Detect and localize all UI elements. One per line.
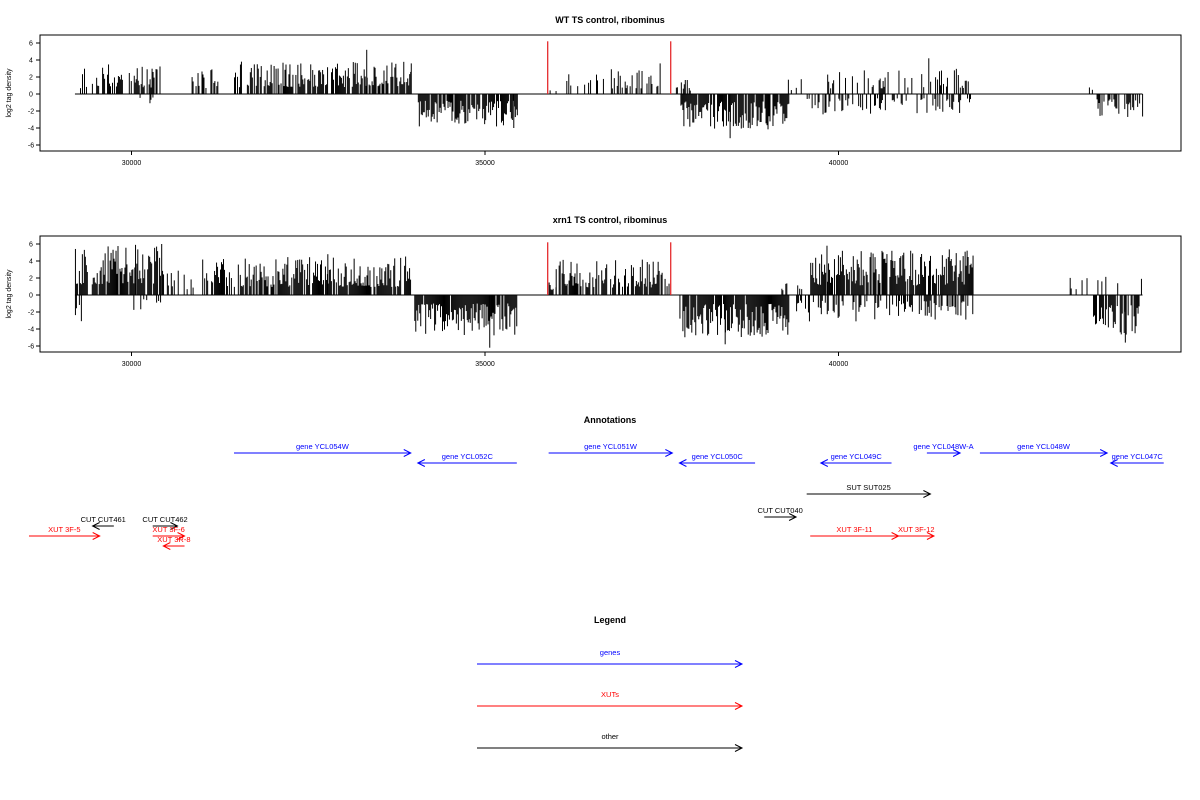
feature-arrow-head	[923, 490, 932, 498]
xrn1-plot-frame	[39, 235, 1182, 353]
xrn1-density-panel: xrn1 TS control, ribominus log2 tag dens…	[6, 215, 1182, 369]
legend-label: genes	[600, 648, 621, 657]
y-tick-label: -4	[28, 126, 34, 133]
x-tick-label: 35000	[475, 361, 495, 368]
x-tick-label: 30000	[122, 361, 142, 368]
annotation-feature: gene YCL051W	[548, 442, 674, 457]
feature-arrow-head	[952, 449, 962, 457]
xrn1-axis-ticks: -6 -4 -2 0 2 4 6 30000 35000 40000	[28, 242, 848, 369]
wt-density-bars	[74, 41, 1144, 139]
legend-items: genes XUTs other	[477, 648, 744, 752]
y-tick-label: 6	[29, 41, 33, 48]
feature-label: CUT CUT040	[758, 506, 803, 515]
y-tick-label: 0	[29, 293, 33, 300]
legend-item: XUTs	[477, 690, 744, 710]
feature-label: gene YCL047C	[1112, 452, 1164, 461]
feature-arrow-head	[1109, 459, 1118, 467]
feature-label: XUT 3F-6	[152, 525, 184, 534]
feature-label: gene YCL051W	[584, 442, 638, 451]
annotation-feature: CUT CUT462	[142, 515, 188, 530]
annotation-feature: gene YCL050C	[678, 452, 756, 467]
feature-label: XUT 3R-8	[157, 535, 190, 544]
feature-label: gene YCL054W	[296, 442, 350, 451]
feature-label: CUT CUT462	[142, 515, 187, 524]
legend-item: other	[477, 732, 744, 752]
legend-arrow-head	[734, 702, 744, 710]
feature-label: gene YCL049C	[831, 452, 883, 461]
wt-plot-frame	[39, 34, 1182, 152]
legend-arrow-head	[734, 744, 744, 752]
xrn1-density-bars	[74, 242, 1143, 348]
xrn1-panel-title: xrn1 TS control, ribominus	[553, 215, 668, 225]
y-tick-label: 6	[29, 242, 33, 249]
annotation-feature: XUT 3R-8	[157, 535, 191, 550]
x-tick-label: 35000	[475, 160, 495, 167]
feature-arrow-head	[92, 532, 101, 540]
feature-arrow-head	[162, 542, 171, 550]
feature-label: gene YCL050C	[692, 452, 744, 461]
y-tick-label: -2	[28, 109, 34, 116]
annotation-feature: gene YCL047C	[1109, 452, 1164, 467]
feature-arrow-head	[1099, 449, 1109, 457]
y-tick-label: -6	[28, 344, 34, 351]
y-tick-label: -4	[28, 327, 34, 334]
annotation-feature: gene YCL052C	[416, 452, 517, 467]
annotation-feature: XUT 3F-6	[152, 525, 186, 540]
y-tick-label: 4	[29, 58, 33, 65]
feature-label: XUT 3F-12	[898, 525, 935, 534]
annotation-feature: gene YCL048W-A	[913, 442, 974, 457]
annotation-feature: CUT CUT040	[758, 506, 803, 521]
feature-arrow-head	[177, 532, 186, 540]
feature-arrow-head	[91, 522, 100, 530]
annotation-feature: XUT 3F-12	[898, 525, 936, 540]
feature-label: gene YCL052C	[442, 452, 494, 461]
annotation-feature: XUT 3F-5	[28, 525, 101, 540]
feature-label: CUT CUT461	[81, 515, 126, 524]
feature-arrow-head	[926, 532, 936, 540]
y-tick-label: 2	[29, 75, 33, 82]
legend-label: other	[601, 732, 619, 741]
x-tick-label: 30000	[122, 160, 142, 167]
x-tick-label: 40000	[829, 160, 849, 167]
feature-label: gene YCL048W-A	[913, 442, 973, 451]
feature-label: XUT 3F-5	[48, 525, 80, 534]
legend-item: genes	[477, 648, 744, 668]
legend-arrow-head	[734, 660, 744, 668]
annotation-feature: SUT SUT025	[806, 483, 932, 498]
feature-label: XUT 3F-11	[836, 525, 872, 534]
feature-arrow-head	[665, 449, 674, 457]
y-tick-label: -6	[28, 143, 34, 150]
feature-arrow-head	[416, 459, 426, 467]
legend-label: XUTs	[601, 690, 619, 699]
x-tick-label: 40000	[829, 361, 849, 368]
feature-label: gene YCL048W	[1017, 442, 1071, 451]
annotation-feature: XUT 3F-11	[810, 525, 900, 540]
wt-panel-title: WT TS control, ribominus	[555, 15, 665, 25]
annotation-feature: gene YCL049C	[819, 452, 892, 467]
xrn1-y-axis-label: log2 tag density	[6, 269, 13, 319]
annotation-feature: gene YCL048W	[979, 442, 1109, 457]
legend-title: Legend	[594, 615, 626, 625]
y-tick-label: 4	[29, 259, 33, 266]
feature-arrow-head	[678, 459, 687, 467]
y-tick-label: 0	[29, 92, 33, 99]
feature-label: SUT SUT025	[846, 483, 890, 492]
wt-axis-ticks: -6 -4 -2 0 2 4 6 30000 35000 40000	[28, 41, 848, 168]
annotation-feature: CUT CUT461	[81, 515, 126, 530]
annotation-features: gene YCL054W gene YCL052C gene YCL051W gene…	[28, 442, 1164, 550]
feature-arrow-head	[788, 513, 798, 521]
legend: Legend genes XUTs other	[477, 615, 744, 752]
feature-arrow-head	[403, 449, 412, 457]
wt-y-axis-label: log2 tag density	[6, 68, 13, 118]
feature-arrow-head	[170, 522, 179, 530]
y-tick-label: -2	[28, 310, 34, 317]
feature-arrow-head	[819, 459, 829, 467]
y-tick-label: 2	[29, 276, 33, 283]
wt-density-panel: WT TS control, ribominus log2 tag densit…	[6, 15, 1182, 168]
annotations-title: Annotations	[584, 415, 637, 425]
annotation-feature: gene YCL054W	[234, 442, 412, 457]
